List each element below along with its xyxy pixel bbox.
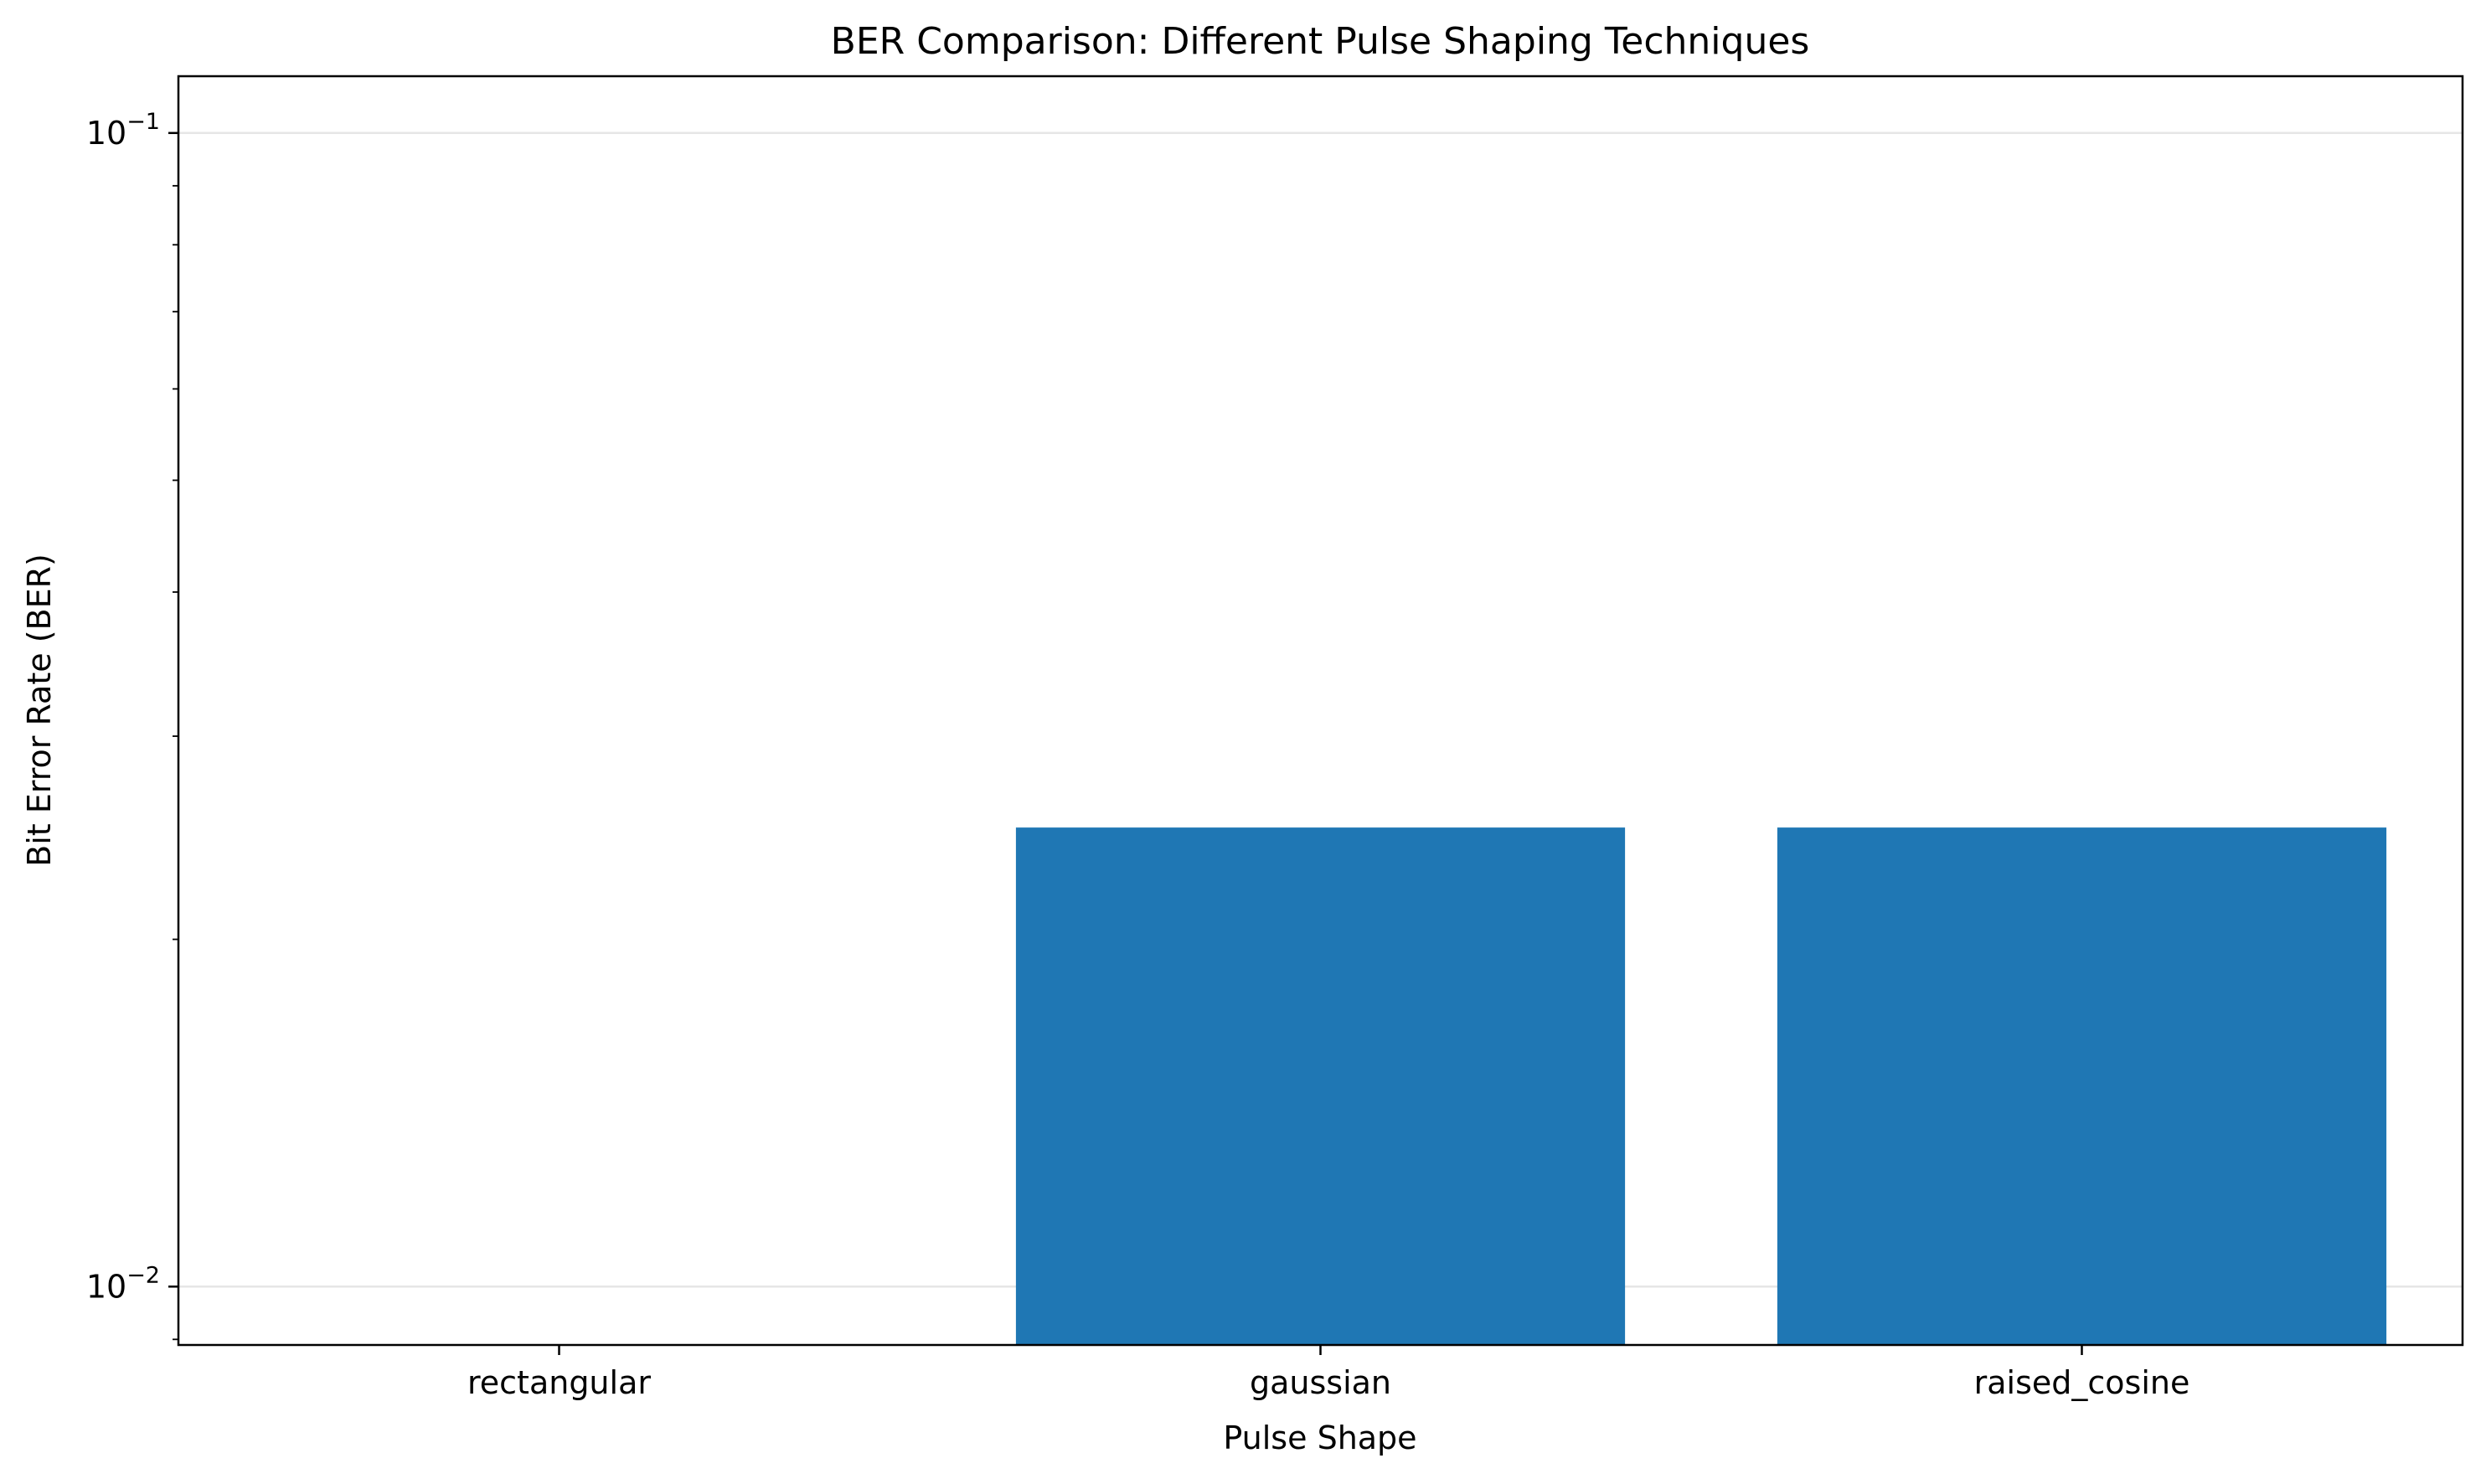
y-tick-label-exponent: −1	[126, 109, 160, 135]
y-tick-label-exponent: −2	[126, 1262, 160, 1288]
y-axis: 10−110−2	[86, 109, 178, 1305]
x-tick-label: raised_cosine	[1974, 1364, 2190, 1401]
x-tick-label: rectangular	[467, 1364, 651, 1401]
y-axis-label: Bit Error Rate (BER)	[21, 554, 58, 867]
x-tick-label: gaussian	[1250, 1364, 1391, 1401]
y-tick-label-base: 10	[86, 115, 126, 152]
bar-raised_cosine	[1777, 827, 2387, 1345]
chart-title: BER Comparison: Different Pulse Shaping …	[831, 20, 1810, 63]
bar-layer	[1015, 827, 2387, 1345]
y-tick-label: 10−2	[86, 1262, 160, 1305]
y-tick-label-base: 10	[86, 1268, 126, 1305]
bar-gaussian	[1015, 827, 1626, 1345]
x-axis-label: Pulse Shape	[1223, 1420, 1416, 1456]
x-axis: rectangular gaussian raised_cosine	[467, 1345, 2189, 1401]
y-tick-label: 10−1	[86, 109, 160, 152]
